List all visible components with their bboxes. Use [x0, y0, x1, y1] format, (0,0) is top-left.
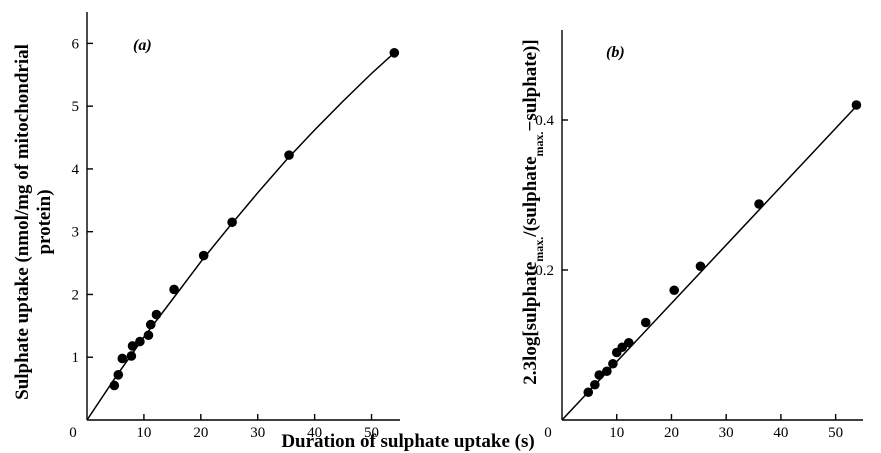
data-point	[590, 379, 600, 390]
y-axis-title-part: 2.3log[sulphate	[520, 262, 541, 385]
data-point	[851, 100, 862, 110]
x-tick-label: 0	[69, 425, 77, 441]
y-axis-title: 2.3log[sulphatemax./(sulphatemax.−sulpha…	[520, 39, 546, 384]
y-tick-label: 3	[72, 225, 80, 241]
y-tick-label: 2	[72, 287, 80, 303]
data-point	[695, 261, 706, 272]
shared-x-axis-title: Duration of sulphate uptake (s)	[281, 431, 534, 452]
y-axis-title-part: −sulphate)]	[520, 39, 541, 131]
data-point	[594, 370, 605, 380]
y-tick-label: 4	[72, 162, 80, 178]
y-axis-title-subscript: max.	[532, 237, 546, 262]
data-point	[623, 337, 634, 348]
x-tick-label: 40	[307, 425, 322, 441]
data-point	[145, 319, 156, 330]
data-point	[583, 387, 594, 398]
data-point	[284, 150, 294, 160]
data-point	[151, 309, 162, 320]
data-point	[640, 317, 651, 328]
y-axis-title-part: /(sulphate	[520, 156, 541, 237]
data-point	[608, 358, 618, 369]
x-tick-label: 50	[364, 425, 379, 441]
fit-curve	[86, 52, 395, 421]
x-tick-label: 0	[544, 425, 552, 441]
y-tick-label: 0.2	[535, 263, 554, 279]
y-tick-label: 1	[72, 350, 80, 366]
x-tick-label: 30	[719, 425, 734, 441]
panel-a: 0 10 20 30 40 50 1 2 3 4 5 6 (a) Sulphate uptake (nmo…	[12, 12, 400, 441]
data-point	[113, 370, 124, 380]
y-tick-label: 6	[72, 36, 80, 52]
panel-label: (a)	[133, 37, 152, 54]
data-point	[126, 351, 137, 361]
x-tick-label: 10	[136, 425, 151, 441]
x-tick-label: 10	[609, 425, 624, 441]
y-axis-title: Sulphate uptake (nmol/mg of mitochondria…	[12, 44, 33, 400]
data-point	[109, 380, 120, 391]
panel-label: (b)	[606, 44, 625, 61]
x-tick-label: 30	[250, 425, 265, 441]
y-tick-label: 0.4	[535, 113, 554, 129]
data-point	[169, 284, 179, 295]
y-tick-label: 5	[72, 99, 80, 115]
data-point	[127, 341, 138, 351]
y-axis-title-subscript: max.	[532, 131, 546, 156]
data-point	[602, 366, 612, 377]
y-axis-title-line2: protein)	[34, 189, 55, 254]
data-point	[143, 330, 154, 341]
data-point	[135, 336, 145, 347]
data-point	[669, 285, 679, 296]
data-point	[117, 353, 128, 364]
panel-b: 0 10 20 30 40 500.20.4(b)2.3log[sulphatemax./…	[520, 30, 863, 441]
x-tick-label: 20	[193, 425, 208, 441]
data-point	[198, 250, 209, 261]
x-tick-label: 40	[773, 425, 788, 441]
data-point	[227, 217, 237, 228]
x-tick-label: 20	[664, 425, 679, 441]
data-point	[389, 48, 400, 58]
data-point	[754, 199, 764, 209]
x-tick-label: 50	[828, 425, 843, 441]
